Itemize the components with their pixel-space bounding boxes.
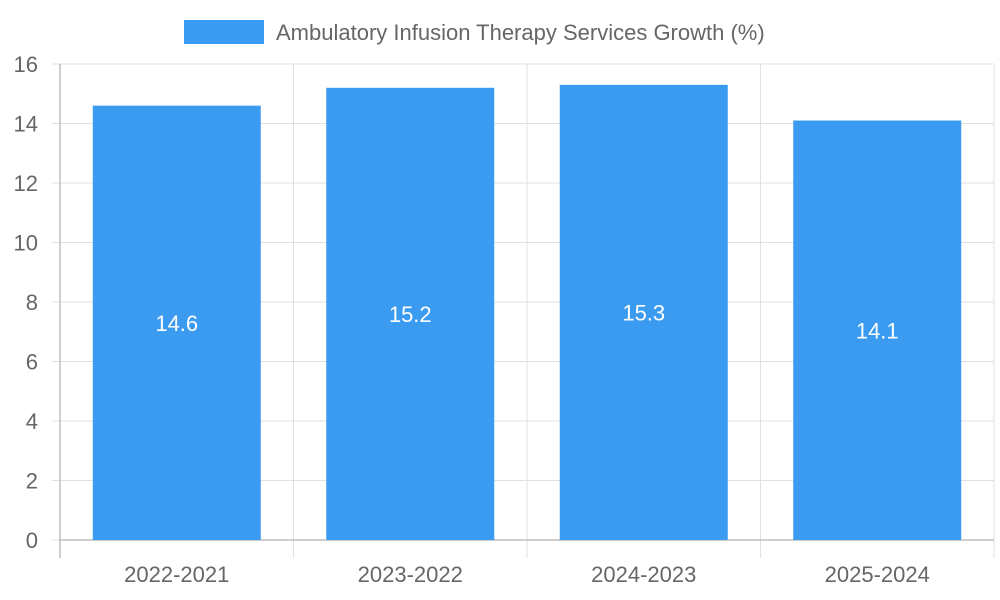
y-tick-label: 10 — [14, 231, 38, 256]
x-tick-label: 2022-2021 — [124, 562, 229, 587]
legend[interactable]: Ambulatory Infusion Therapy Services Gro… — [184, 20, 765, 45]
x-tick-label: 2025-2024 — [825, 562, 930, 587]
data-label: 14.6 — [155, 311, 198, 336]
y-tick-label: 4 — [26, 409, 38, 434]
y-tick-label: 0 — [26, 528, 38, 553]
x-tick-label: 2023-2022 — [358, 562, 463, 587]
data-labels: 14.6 15.2 15.3 14.1 — [155, 300, 898, 343]
bar — [326, 87, 495, 541]
legend-label: Ambulatory Infusion Therapy Services Gro… — [276, 20, 765, 45]
y-tick-label: 2 — [26, 469, 38, 494]
y-tick-label: 8 — [26, 290, 38, 315]
y-tick-label: 14 — [14, 112, 38, 137]
tick-labels: 0 2 4 6 8 10 12 14 16 2022-2021 2023-2022 2024-2023… — [14, 52, 930, 587]
data-label: 15.3 — [622, 300, 665, 325]
x-tick-label: 2024-2023 — [591, 562, 696, 587]
bar — [92, 105, 261, 541]
bars — [92, 84, 962, 541]
y-tick-label: 16 — [14, 52, 38, 77]
data-label: 14.1 — [856, 318, 899, 343]
y-tick-label: 6 — [26, 350, 38, 375]
bar — [793, 120, 962, 541]
y-tick-label: 12 — [14, 171, 38, 196]
bar — [559, 84, 728, 540]
data-label: 15.2 — [389, 302, 432, 327]
legend-swatch — [184, 20, 264, 44]
